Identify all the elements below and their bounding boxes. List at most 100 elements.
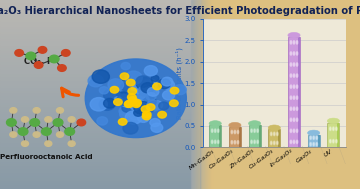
Circle shape <box>15 50 23 56</box>
Circle shape <box>45 117 52 122</box>
Circle shape <box>121 83 131 91</box>
Bar <box>195 0 196 189</box>
Circle shape <box>296 63 298 66</box>
Circle shape <box>296 41 298 44</box>
Bar <box>0 144 202 146</box>
Circle shape <box>127 91 136 98</box>
Text: In-Ga₂O₃ Hierarchical Nanosheets for Efficient Photodegradation of PFOA: In-Ga₂O₃ Hierarchical Nanosheets for Eff… <box>0 6 360 16</box>
Circle shape <box>92 70 109 83</box>
Circle shape <box>215 129 216 132</box>
Circle shape <box>108 79 123 91</box>
Bar <box>204 0 205 189</box>
Circle shape <box>127 94 136 101</box>
Circle shape <box>65 128 75 135</box>
Bar <box>209 125 221 147</box>
Circle shape <box>329 139 331 143</box>
Bar <box>0 21 202 24</box>
Ellipse shape <box>229 146 241 149</box>
Bar <box>0 24 202 26</box>
Ellipse shape <box>288 33 300 38</box>
Bar <box>0 184 202 187</box>
Circle shape <box>53 119 63 126</box>
Circle shape <box>290 107 292 110</box>
Bar <box>0 135 202 137</box>
Bar <box>0 175 202 177</box>
Circle shape <box>144 97 156 107</box>
Circle shape <box>38 46 47 53</box>
Circle shape <box>313 136 315 139</box>
Circle shape <box>296 107 298 110</box>
Bar <box>209 0 210 189</box>
Bar <box>0 0 202 2</box>
Circle shape <box>293 118 295 122</box>
Circle shape <box>110 86 119 93</box>
Bar <box>0 142 202 144</box>
Circle shape <box>118 119 127 125</box>
Circle shape <box>99 98 115 110</box>
Bar <box>0 66 202 69</box>
Circle shape <box>133 94 149 106</box>
Circle shape <box>77 119 86 126</box>
Circle shape <box>296 129 298 132</box>
Circle shape <box>123 122 138 134</box>
Circle shape <box>254 129 255 132</box>
Bar <box>196 0 197 189</box>
Circle shape <box>120 73 129 80</box>
Circle shape <box>142 113 151 120</box>
Bar <box>248 125 261 147</box>
Bar <box>0 116 202 118</box>
Bar <box>0 69 202 71</box>
Bar <box>0 43 202 45</box>
Circle shape <box>138 113 149 122</box>
Bar <box>0 163 202 165</box>
Circle shape <box>159 102 169 110</box>
Circle shape <box>296 118 298 122</box>
Bar <box>0 90 202 92</box>
Bar <box>0 87 202 90</box>
Bar <box>207 0 208 189</box>
Circle shape <box>217 129 219 132</box>
Bar <box>0 158 202 161</box>
Y-axis label: Rate Constants (h⁻¹): Rate Constants (h⁻¹) <box>176 47 183 119</box>
Circle shape <box>336 139 337 143</box>
Circle shape <box>125 111 142 124</box>
Bar <box>0 180 202 182</box>
Circle shape <box>316 143 318 146</box>
Ellipse shape <box>229 122 241 128</box>
Bar <box>0 99 202 102</box>
Circle shape <box>122 98 129 104</box>
Ellipse shape <box>248 121 261 126</box>
Circle shape <box>313 143 315 146</box>
Circle shape <box>136 77 153 90</box>
Circle shape <box>49 55 59 63</box>
Bar <box>0 45 202 47</box>
Circle shape <box>290 41 292 44</box>
Bar <box>0 187 202 189</box>
Bar <box>0 78 202 80</box>
Circle shape <box>290 52 292 55</box>
Bar <box>337 123 339 147</box>
Bar <box>0 113 202 116</box>
Bar <box>0 40 202 43</box>
Circle shape <box>99 87 109 94</box>
Bar <box>206 0 207 189</box>
Ellipse shape <box>288 146 300 149</box>
Circle shape <box>30 119 40 126</box>
Circle shape <box>231 141 233 144</box>
Bar <box>194 0 195 189</box>
Circle shape <box>290 118 292 122</box>
Circle shape <box>131 85 143 94</box>
Circle shape <box>125 71 142 85</box>
Bar <box>191 0 192 189</box>
Bar <box>210 0 211 189</box>
Circle shape <box>162 77 173 86</box>
Circle shape <box>254 140 255 144</box>
Circle shape <box>296 85 298 88</box>
Circle shape <box>114 97 122 103</box>
Circle shape <box>88 75 103 87</box>
Bar <box>268 129 280 147</box>
Circle shape <box>33 132 40 137</box>
FancyArrowPatch shape <box>62 88 78 97</box>
Circle shape <box>121 63 130 70</box>
Bar <box>0 109 202 111</box>
